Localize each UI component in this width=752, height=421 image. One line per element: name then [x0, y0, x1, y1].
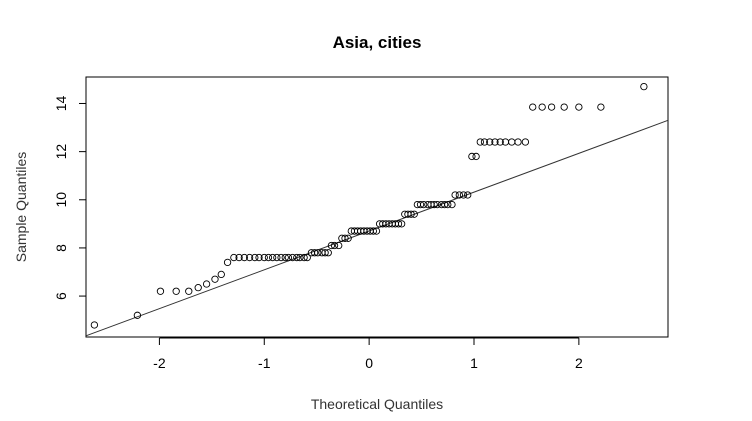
y-axis: 6 8 10 12 14 [53, 95, 87, 300]
data-point [230, 253, 238, 262]
data-points [90, 82, 648, 329]
x-axis: -2 -1 0 1 2 [153, 337, 583, 371]
x-tick-label: 1 [470, 355, 478, 371]
data-point [335, 241, 343, 250]
data-point [273, 253, 281, 262]
data-point [281, 253, 289, 262]
y-tick-label: 8 [53, 244, 69, 252]
data-point [472, 152, 480, 161]
data-point [255, 253, 263, 262]
data-point [235, 253, 243, 262]
data-point [133, 311, 142, 319]
data-point [521, 138, 530, 146]
data-point [448, 200, 456, 209]
x-tick-label: 0 [365, 355, 373, 371]
data-point [264, 253, 273, 262]
data-point [277, 253, 285, 262]
data-point [288, 253, 297, 262]
data-point [538, 103, 546, 111]
y-axis-label: Sample Quantiles [13, 152, 29, 263]
x-tick-label: -1 [258, 355, 271, 371]
y-tick-label: 6 [53, 292, 69, 300]
data-point [245, 253, 254, 262]
x-tick-label: 2 [575, 355, 583, 371]
data-point [321, 249, 329, 257]
data-point [640, 82, 648, 91]
data-point [202, 280, 211, 288]
plot-frame [85, 76, 669, 338]
data-point [284, 253, 293, 262]
data-point [560, 103, 568, 111]
data-point [476, 138, 484, 146]
data-point [303, 253, 311, 262]
data-point [223, 258, 232, 267]
data-point [468, 152, 476, 161]
data-point [156, 287, 165, 295]
data-point [341, 234, 349, 242]
data-point [496, 138, 504, 146]
data-point [440, 200, 449, 209]
data-point [314, 249, 322, 257]
data-point [269, 253, 277, 262]
x-tick-label: -2 [153, 355, 166, 371]
data-point [529, 103, 537, 111]
data-point [575, 103, 583, 111]
data-point [597, 103, 605, 111]
data-point [444, 200, 452, 209]
data-point [459, 191, 468, 199]
data-point [251, 253, 259, 262]
data-point [430, 200, 438, 209]
x-axis-label: Theoretical Quantiles [311, 396, 443, 412]
data-point [344, 234, 352, 242]
data-point [433, 200, 441, 209]
y-tick-label: 12 [53, 144, 69, 160]
data-point [372, 227, 381, 235]
data-point [293, 253, 301, 262]
data-point [211, 275, 219, 283]
data-point [407, 210, 415, 218]
data-point [547, 103, 556, 111]
data-point [217, 270, 225, 279]
y-tick-label: 10 [53, 192, 69, 208]
data-point [369, 227, 377, 235]
data-point [420, 200, 428, 209]
data-point [324, 249, 332, 257]
data-point [185, 287, 193, 295]
data-point [514, 138, 522, 146]
data-point [90, 321, 99, 329]
data-point [194, 283, 202, 292]
data-point [310, 249, 319, 257]
y-tick-label: 14 [53, 95, 69, 111]
data-point [240, 253, 248, 262]
data-point [451, 191, 459, 199]
data-point [491, 138, 499, 146]
data-point [455, 191, 463, 199]
data-point [172, 287, 180, 295]
data-point [300, 253, 308, 262]
data-point [327, 241, 336, 250]
data-point [260, 253, 268, 262]
data-point [296, 253, 304, 262]
data-point [410, 210, 418, 218]
data-point [330, 241, 339, 250]
data-point [508, 138, 516, 146]
data-point [397, 220, 406, 228]
data-point [416, 200, 425, 209]
data-point [394, 220, 403, 228]
data-point [486, 138, 494, 146]
chart-title: Asia, cities [333, 33, 422, 52]
data-point [480, 138, 489, 146]
data-point [464, 191, 472, 199]
